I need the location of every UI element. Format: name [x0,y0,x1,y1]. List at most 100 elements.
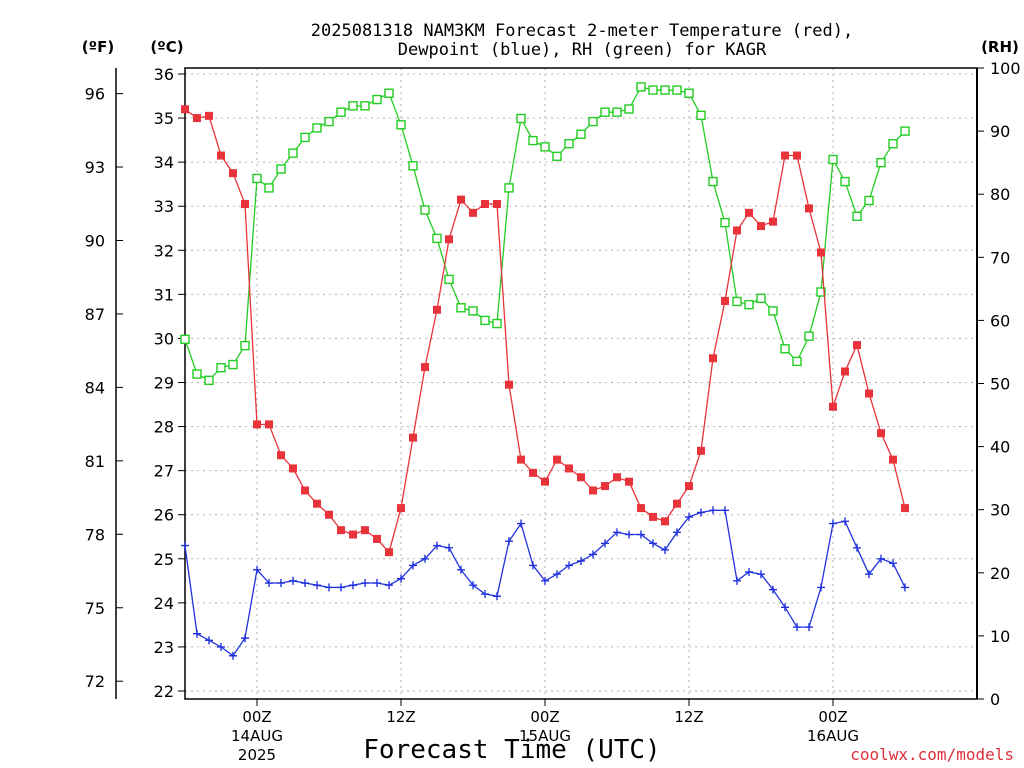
rh-point [480,315,490,326]
dewpoint-point [637,530,645,539]
rh-point [312,123,322,133]
dewpoint-series [181,506,909,660]
temperature-point [721,296,729,305]
dewpoint-point [385,581,393,590]
rh-tick-label: 20 [990,564,1010,583]
dewpoint-point [841,517,849,526]
temperature-point [769,217,777,226]
rh-point [468,306,478,316]
rh-point [264,183,274,193]
grid-lines [185,68,977,699]
dewpoint-point [409,561,417,570]
rh-point [372,94,382,105]
rh-point [852,211,862,221]
dewpoint-point [577,556,585,565]
dewpoint-point [505,537,513,546]
dewpoint-point [313,581,321,590]
chart-subtitle: Dewpoint (blue), RH (green) for KAGR [398,40,767,60]
dewpoint-point [241,634,249,643]
celsius-tick-label: 31 [154,285,174,304]
dewpoint-point [649,539,657,548]
dewpoint-point [445,543,453,552]
temperature-point [229,169,237,178]
temperature-point [397,504,405,513]
temperature-point [385,548,393,557]
rh-tick-label: 60 [990,311,1010,330]
fahrenheit-tick-label: 84 [85,378,105,397]
celsius-tick-label: 22 [154,682,174,701]
temperature-point [709,354,717,363]
rh-point [384,88,394,98]
temperature-point [325,510,333,519]
dewpoint-point [889,559,897,568]
fahrenheit-tick-label: 96 [85,85,105,104]
celsius-tick-label: 33 [154,197,174,216]
plot-frame [184,67,978,700]
temperature-point [865,389,873,398]
fahrenheit-tick-label: 72 [85,672,105,691]
temperature-point [265,420,273,429]
temperature-point [541,477,549,486]
rh-point [324,116,334,127]
dewpoint-point [481,590,489,599]
rh-point [768,306,778,316]
rh-point [864,195,874,206]
temperature-point [361,526,369,535]
rh-point [444,274,454,285]
temperature-point [481,200,489,209]
temperature-point [373,534,381,543]
temperature-point [673,499,681,508]
temperature-point [889,455,897,464]
temperature-point [241,200,249,209]
rh-point [540,142,550,152]
temperature-point [793,151,801,160]
temperature-point [601,482,609,491]
temperature-point [409,433,417,442]
temperature-point [589,486,597,495]
rh-tick-label: 0 [990,690,1000,709]
x-tick-label: 00Z [818,708,847,726]
rh-point [588,116,598,127]
rh-point [564,139,574,149]
temperature-point [517,455,525,464]
temperature-point [337,526,345,535]
rh-point [252,173,262,184]
temperature-series [181,105,909,557]
dewpoint-point [361,579,369,588]
dewpoint-point [493,592,501,601]
temperature-point [565,464,573,473]
fahrenheit-tick-label: 90 [85,231,105,250]
dewpoint-point [553,570,561,579]
rh-point [828,154,838,165]
fahrenheit-tick-label: 75 [85,599,105,618]
dewpoint-point [433,541,441,550]
dewpoint-point [745,568,753,577]
dewpoint-point [793,623,801,632]
temperature-point [649,512,657,521]
rh-tick-label: 10 [990,627,1010,646]
dewpoint-point [877,554,885,563]
temperature-point [553,455,561,464]
temperature-point [349,530,357,539]
rh-point [876,157,886,168]
rh-point [396,120,406,130]
temperature-point [697,446,705,455]
celsius-unit-label: (ºC) [150,38,183,56]
rh-point [240,340,250,351]
dewpoint-point [517,519,525,528]
dewpoint-point [661,545,669,554]
dewpoint-point [685,512,693,521]
celsius-tick-label: 29 [154,374,174,393]
dewpoint-point [601,539,609,548]
temperature-point [901,504,909,513]
temperature-point [493,200,501,209]
rh-tick-label: 50 [990,375,1010,394]
dewpoint-point [613,528,621,537]
dewpoint-point [817,583,825,592]
temperature-point [661,517,669,526]
x-tick-date: 15AUG [519,727,571,745]
temperature-point [445,235,453,244]
rh-point [432,233,442,244]
rh-line [184,86,906,382]
